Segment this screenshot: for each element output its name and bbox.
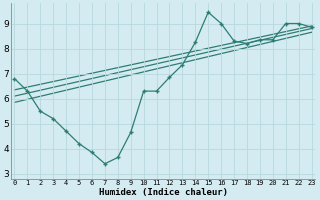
X-axis label: Humidex (Indice chaleur): Humidex (Indice chaleur) (99, 188, 228, 197)
